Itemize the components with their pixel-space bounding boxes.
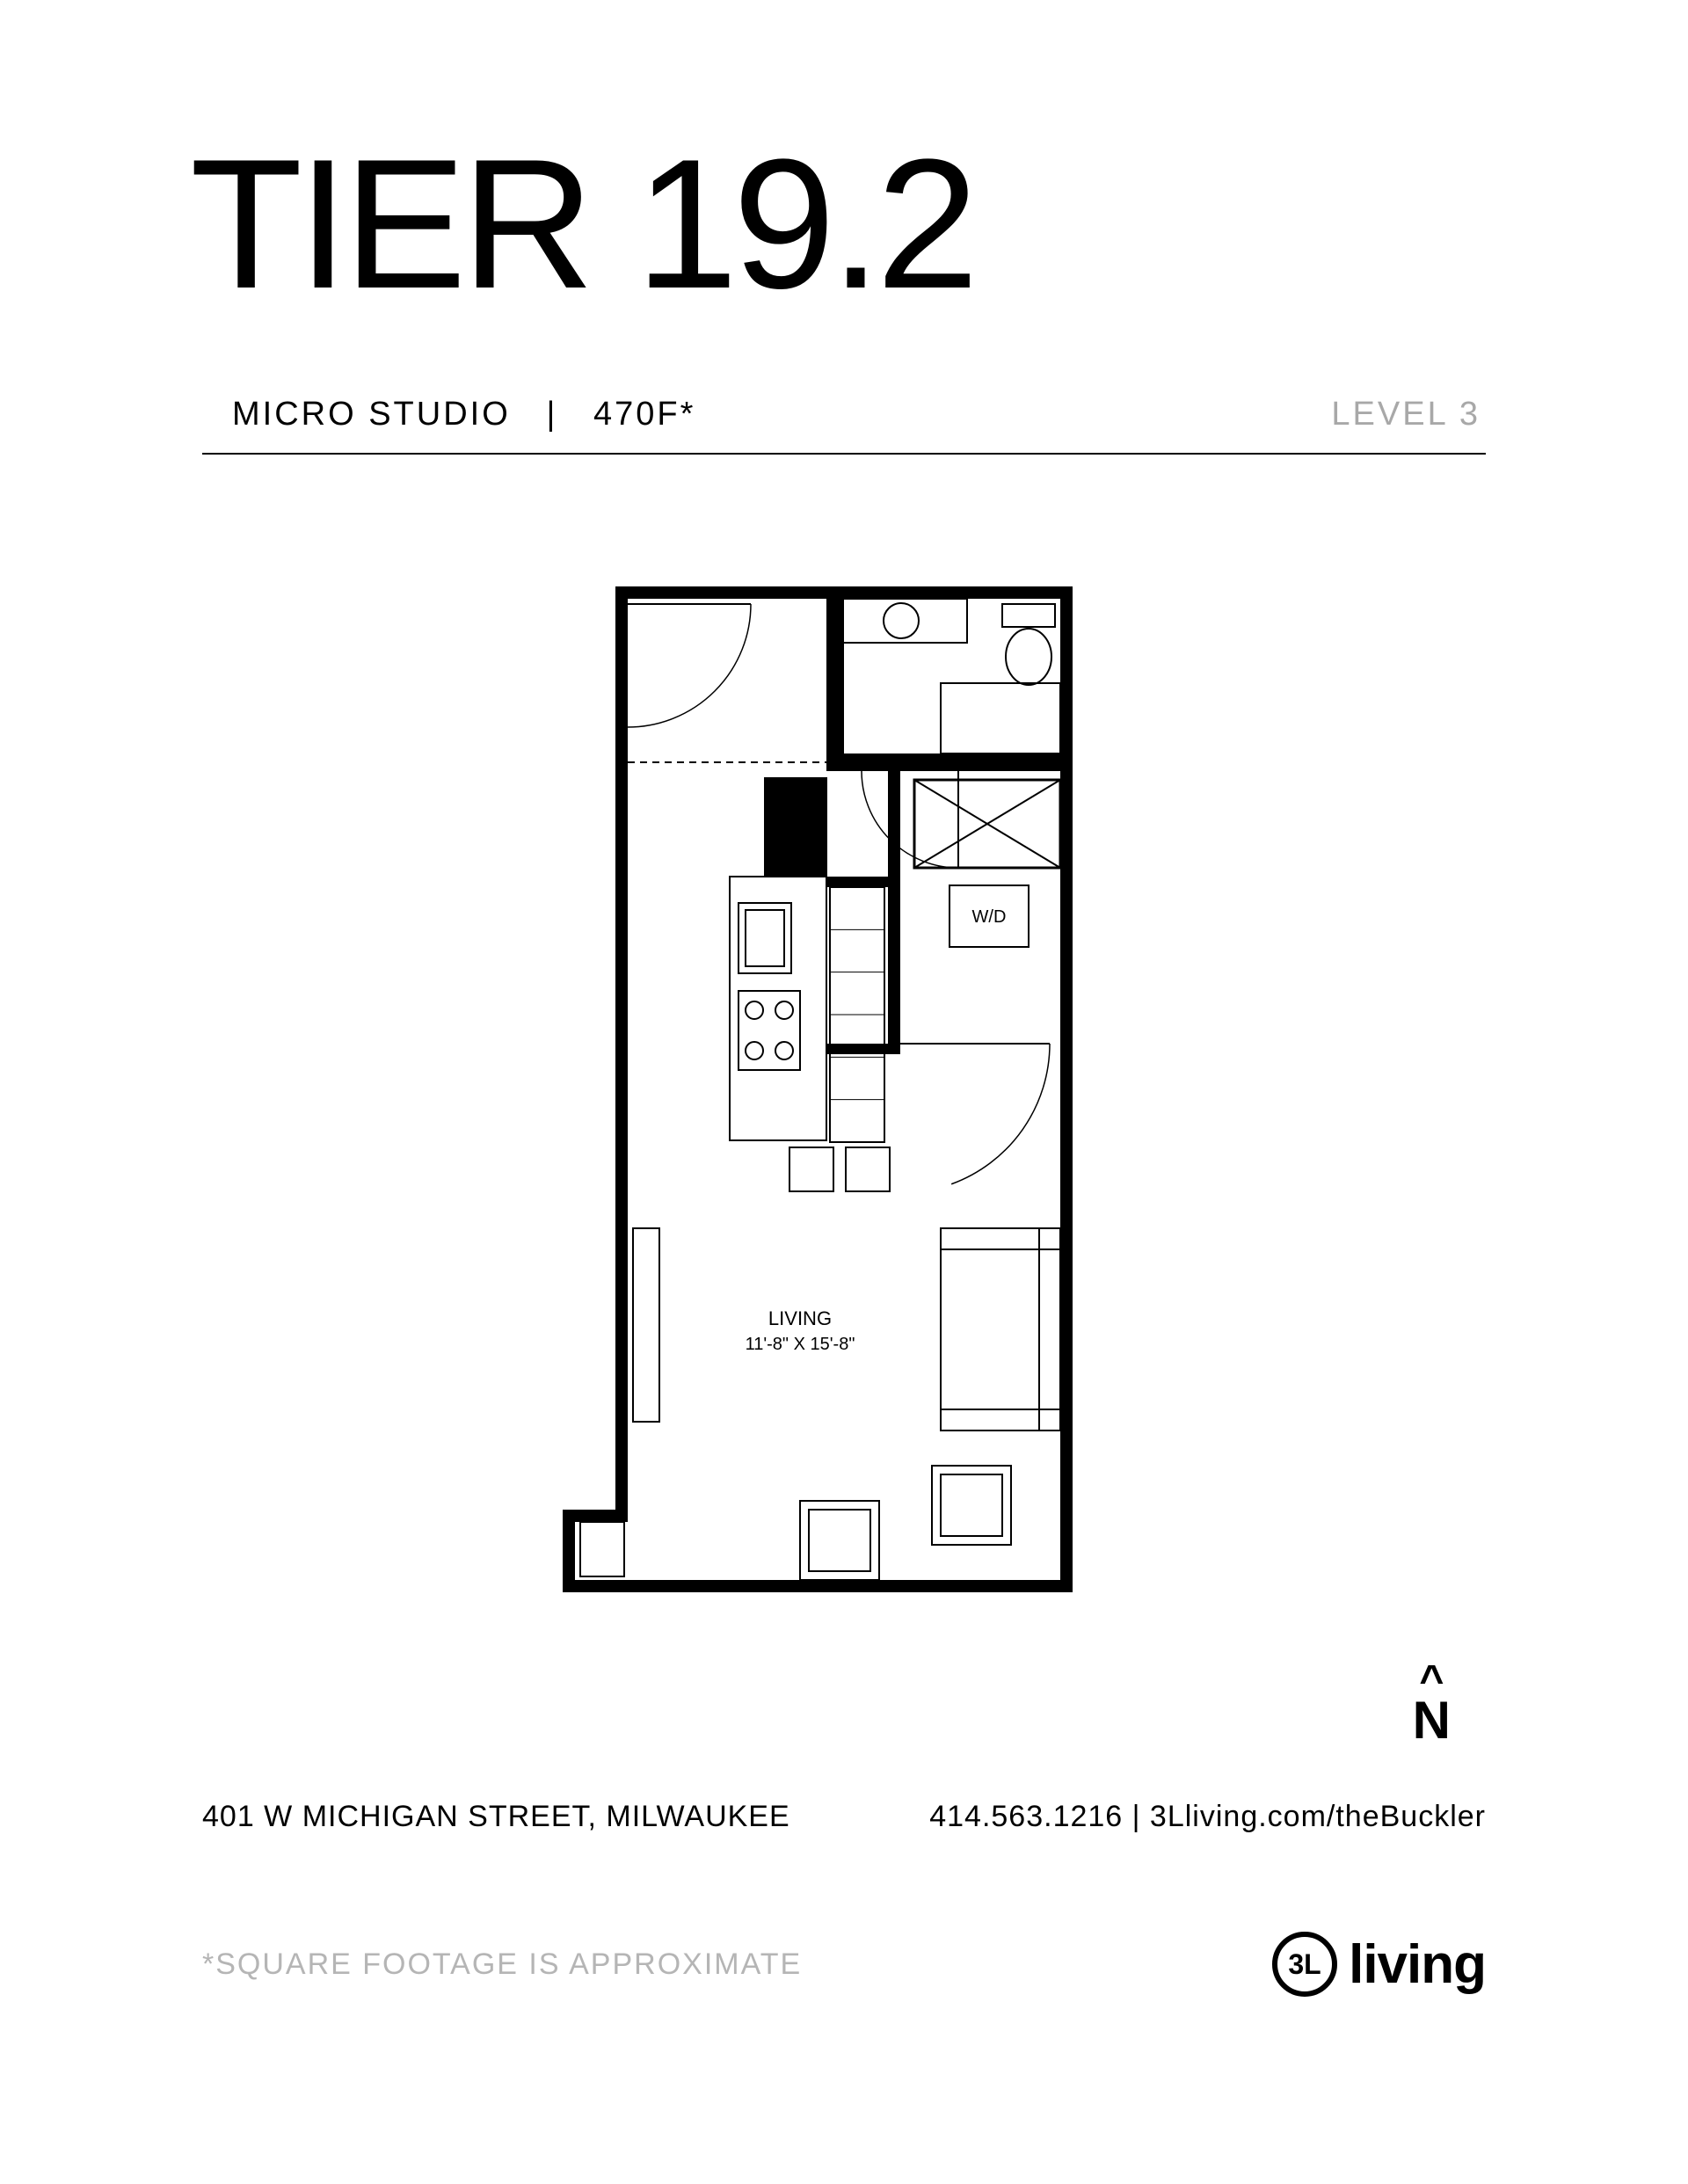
subtitle-row: MICRO STUDIO | 470F* LEVEL 3: [202, 396, 1486, 455]
compass-north-label: N: [1413, 1694, 1451, 1747]
brand-mark-text: 3L: [1288, 1948, 1321, 1980]
separator: |: [522, 396, 581, 433]
brand-logo: 3L living: [1271, 1931, 1486, 1998]
footer-row-2: *SQUARE FOOTAGE IS APPROXIMATE 3L living: [202, 1931, 1486, 1998]
svg-text:LIVING: LIVING: [768, 1307, 832, 1329]
svg-text:W/D: W/D: [972, 907, 1007, 927]
footer-row-1: 401 W MICHIGAN STREET, MILWAUKEE 414.563…: [202, 1800, 1486, 1834]
address: 401 W MICHIGAN STREET, MILWAUKEE: [202, 1800, 790, 1834]
unit-area: 470F*: [593, 396, 695, 433]
contact: 414.563.1216 | 3Lliving.com/theBuckler: [929, 1800, 1486, 1834]
unit-type: MICRO STUDIO: [232, 396, 511, 433]
floorplan-diagram: W/D LIVING 11'-8" X 15'-8": [563, 551, 1125, 1650]
svg-text:11'-8" X 15'-8": 11'-8" X 15'-8": [746, 1335, 855, 1354]
subtitle-left: MICRO STUDIO | 470F*: [232, 396, 695, 433]
compass: ^ N: [1413, 1669, 1451, 1747]
brand-word: living: [1349, 1933, 1486, 1996]
unit-title: TIER 19.2: [190, 132, 1486, 317]
unit-level: LEVEL 3: [1331, 396, 1481, 433]
floorplan-container: W/D LIVING 11'-8" X 15'-8" ^ N: [202, 455, 1486, 1773]
approx-note: *SQUARE FOOTAGE IS APPROXIMATE: [202, 1947, 802, 1982]
page: TIER 19.2 MICRO STUDIO | 470F* LEVEL 3 W…: [0, 0, 1688, 2184]
brand-mark-icon: 3L: [1271, 1931, 1338, 1998]
